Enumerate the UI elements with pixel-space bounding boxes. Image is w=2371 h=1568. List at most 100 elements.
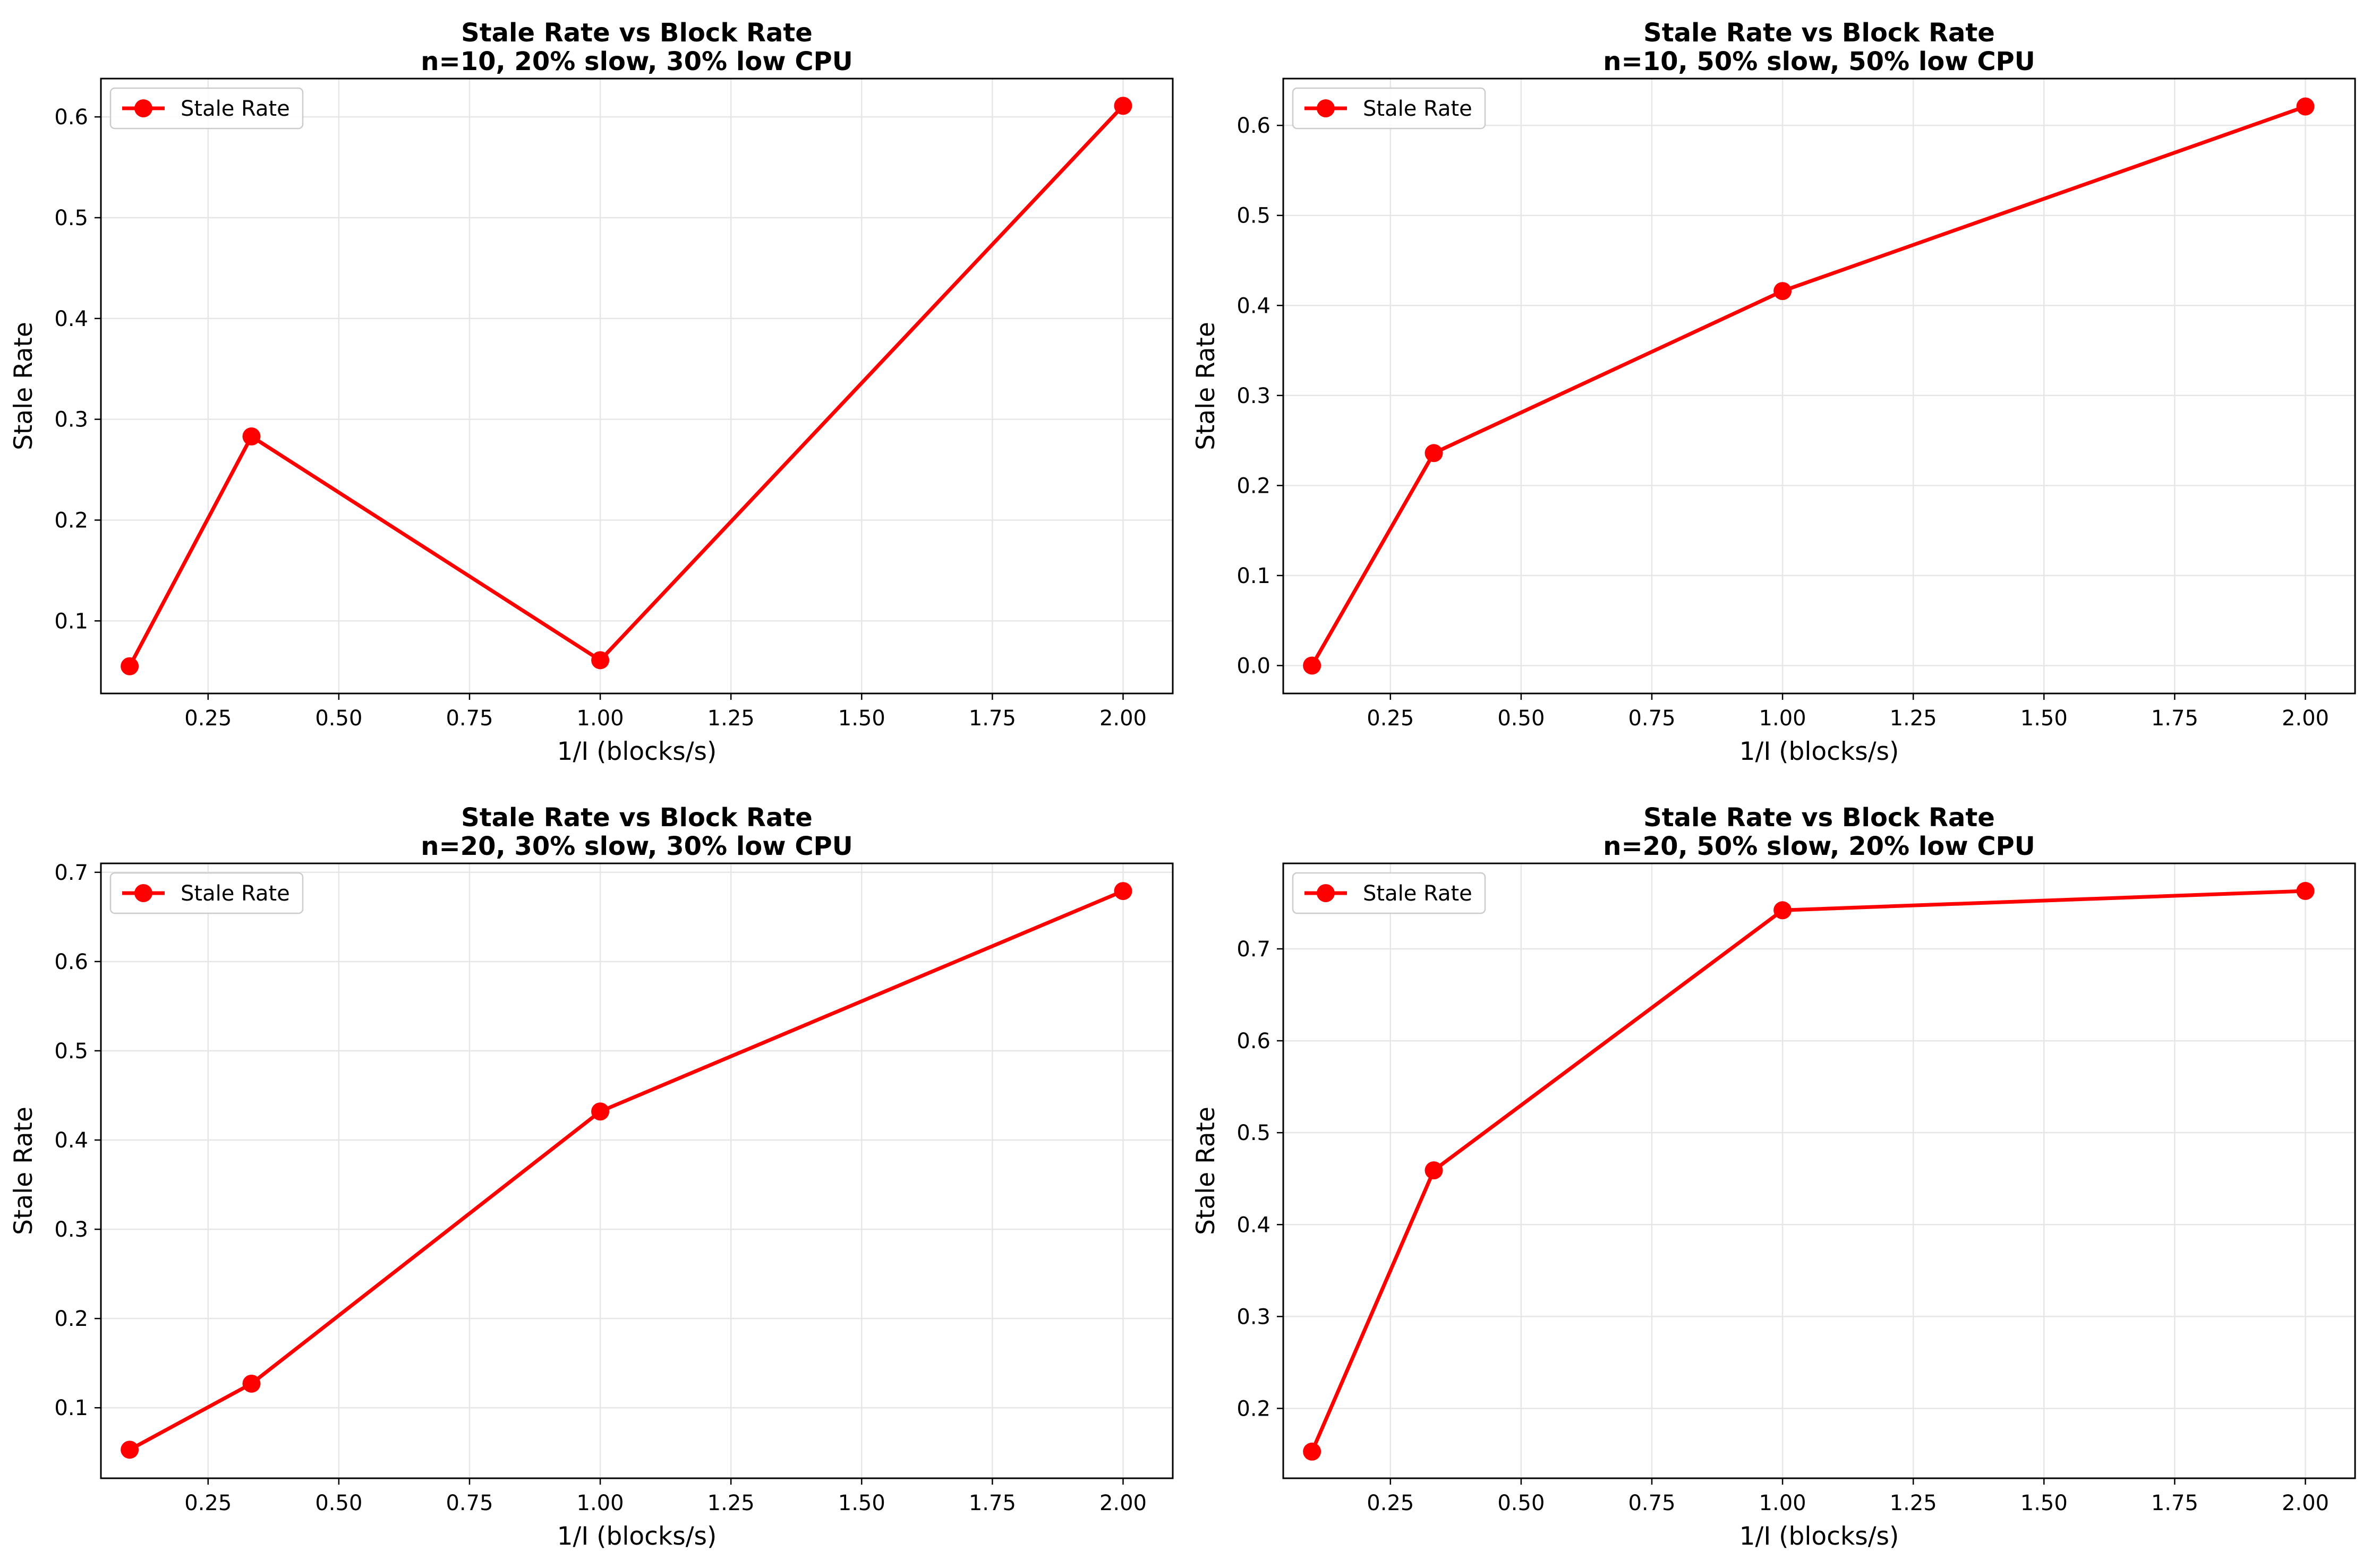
x-tick-label: 1.75 (2151, 1491, 2198, 1515)
x-tick-label: 1.00 (577, 706, 624, 731)
legend: Stale Rate (109, 872, 304, 914)
x-tick-label: 1.75 (2151, 706, 2198, 731)
data-point (1773, 901, 1792, 920)
legend-box (109, 872, 304, 914)
series-line (1310, 889, 2306, 1453)
legend-box (1292, 87, 1486, 130)
y-tick-label: 0.3 (1236, 1305, 1270, 1329)
plot-frame (100, 78, 1174, 695)
legend-marker-swatch (134, 99, 152, 117)
legend-label: Stale Rate (181, 881, 290, 906)
x-tick-label: 1.00 (1759, 1491, 1806, 1515)
chart-title: Stale Rate vs Block Rate (461, 18, 813, 48)
x-tick-label: 1.50 (838, 706, 885, 731)
data-point (1303, 1442, 1321, 1461)
y-tick-label: 0.5 (54, 206, 88, 230)
legend-marker-swatch (1317, 99, 1335, 117)
y-tick-label: 0.2 (1236, 1396, 1270, 1421)
x-axis-label: 1/I (blocks/s) (557, 1522, 717, 1551)
x-tick-label: 0.50 (315, 706, 362, 731)
y-tick-label: 0.2 (1236, 474, 1270, 498)
chart-title: Stale Rate vs Block Rate (461, 803, 813, 833)
data-point (1425, 444, 1443, 462)
chart-subtitle: n=10, 20% slow, 30% low CPU (421, 47, 852, 76)
legend-label: Stale Rate (1363, 97, 1472, 121)
data-point (121, 1441, 139, 1459)
chart-panel-3: 0.25 0.50 0.75 1.00 1.25 1.50 1.75 2.00 0.1 0.2 0.… (9, 803, 1174, 1551)
y-tick-label: 0.3 (54, 408, 88, 432)
chart-title: Stale Rate vs Block Rate (1643, 18, 1995, 48)
y-tick-label: 0.4 (1236, 294, 1270, 318)
legend: Stale Rate (1292, 87, 1486, 130)
data-point (1773, 282, 1792, 301)
y-axis-label: Stale Rate (1191, 322, 1221, 450)
chart-subtitle: n=20, 30% slow, 30% low CPU (421, 832, 852, 861)
x-tick-label: 0.25 (1367, 1491, 1414, 1515)
y-axis-label: Stale Rate (9, 322, 38, 450)
y-axis-label: Stale Rate (9, 1107, 38, 1235)
x-tick-label: 1.75 (969, 706, 1016, 731)
legend-label: Stale Rate (181, 97, 290, 121)
data-point (1114, 882, 1132, 901)
legend-marker-swatch (134, 884, 152, 902)
legend-label: Stale Rate (1363, 881, 1472, 906)
chart-subtitle: n=10, 50% slow, 50% low CPU (1603, 47, 2035, 76)
x-tick-label: 1.25 (707, 1491, 755, 1515)
x-tick-label: 1.50 (838, 1491, 885, 1515)
x-tick-label: 1.75 (969, 1491, 1016, 1515)
chart-panel-1: 0.25 0.50 0.75 1.00 1.25 1.50 1.75 2.00 0.1 0.2 0.… (9, 18, 1174, 766)
data-point (121, 657, 139, 675)
legend-marker-swatch (1317, 884, 1335, 902)
legend: Stale Rate (109, 87, 304, 130)
x-tick-label: 0.25 (184, 1491, 232, 1515)
x-tick-label: 0.50 (1497, 1491, 1545, 1515)
x-tick-label: 0.75 (446, 1491, 493, 1515)
x-tick-label: 1.25 (707, 706, 755, 731)
x-tick-label: 1.00 (577, 1491, 624, 1515)
x-tick-label: 0.75 (1628, 706, 1675, 731)
x-tick-label: 2.00 (1099, 1491, 1147, 1515)
data-point (1425, 1161, 1443, 1180)
data-point (591, 651, 610, 670)
y-tick-label: 0.1 (54, 1396, 88, 1420)
y-tick-label: 0.4 (54, 307, 88, 331)
y-tick-label: 0.2 (54, 508, 88, 533)
y-tick-label: 0.5 (1236, 1121, 1270, 1145)
x-tick-label: 2.00 (1099, 706, 1147, 731)
chart-subtitle: n=20, 50% slow, 20% low CPU (1603, 832, 2035, 861)
chart-panel-2: 0.25 0.50 0.75 1.00 1.25 1.50 1.75 2.00 0.0 0.1 0.… (1191, 18, 2356, 766)
y-tick-label: 0.0 (1236, 654, 1270, 678)
data-point (1303, 656, 1321, 675)
y-tick-label: 0.1 (54, 609, 88, 633)
data-point (2296, 97, 2315, 116)
legend-box (109, 87, 304, 130)
y-tick-label: 0.6 (54, 950, 88, 974)
x-tick-label: 1.50 (2020, 706, 2068, 731)
y-tick-label: 0.1 (1236, 564, 1270, 588)
y-axis-label: Stale Rate (1191, 1107, 1221, 1235)
x-axis-label: 1/I (blocks/s) (557, 737, 717, 766)
y-tick-label: 0.7 (1236, 937, 1270, 962)
x-tick-label: 2.00 (2282, 706, 2329, 731)
data-point (591, 1102, 610, 1121)
data-point (1114, 97, 1132, 115)
y-tick-label: 0.5 (1236, 204, 1270, 228)
legend: Stale Rate (1292, 872, 1486, 914)
series-line (129, 889, 1124, 1452)
x-tick-label: 0.50 (315, 1491, 362, 1515)
y-tick-label: 0.6 (54, 105, 88, 130)
x-tick-label: 0.75 (1628, 1491, 1675, 1515)
y-tick-label: 0.4 (1236, 1213, 1270, 1237)
y-tick-label: 0.6 (1236, 1029, 1270, 1053)
x-tick-label: 1.00 (1759, 706, 1806, 731)
y-tick-label: 0.2 (54, 1307, 88, 1331)
chart-title: Stale Rate vs Block Rate (1643, 803, 1995, 833)
x-tick-label: 0.75 (446, 706, 493, 731)
x-tick-label: 2.00 (2282, 1491, 2329, 1515)
chart-panel-4: 0.25 0.50 0.75 1.00 1.25 1.50 1.75 2.00 0.2 0.3 0.… (1191, 803, 2356, 1551)
x-tick-label: 0.50 (1497, 706, 1545, 731)
x-tick-label: 0.25 (184, 706, 232, 731)
y-tick-label: 0.3 (54, 1218, 88, 1242)
x-tick-label: 1.25 (1890, 1491, 1937, 1515)
